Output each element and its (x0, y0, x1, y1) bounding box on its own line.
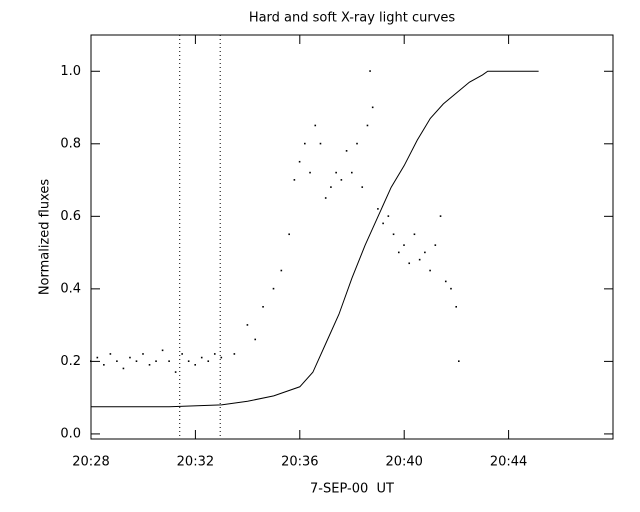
y-tick-label: 1.0 (60, 64, 81, 79)
hard-xray-dot (220, 356, 223, 359)
hard-xray-dot (96, 356, 99, 359)
hard-xray-dot (233, 353, 236, 355)
hard-xray-dot (135, 360, 138, 362)
hard-xray-dot (272, 287, 275, 290)
hard-xray-dot (161, 349, 164, 352)
hard-xray-dot (455, 305, 457, 308)
hard-xray-dot (174, 371, 177, 373)
hard-xray-dot (246, 324, 249, 326)
hard-xray-dot (345, 150, 348, 152)
hard-xray-dot (309, 171, 311, 174)
hard-xray-dot (458, 360, 460, 362)
hard-xray-dot (439, 215, 442, 217)
y-tick-label: 0.8 (60, 136, 81, 151)
hard-xray-dot (304, 142, 306, 145)
hard-xray-dot (434, 244, 437, 246)
x-tick-label: 20:28 (72, 455, 109, 470)
hard-xray-dot (254, 338, 257, 341)
hard-xray-dot (116, 360, 118, 362)
hard-xray-dot (424, 251, 426, 254)
hard-xray-dot (369, 70, 371, 72)
hard-xray-dot (340, 179, 343, 181)
hard-xray-dot (371, 106, 374, 109)
hard-xray-dot (148, 364, 151, 366)
hard-xray-dot (387, 215, 390, 217)
y-tick-label: 0.6 (60, 209, 81, 224)
hard-xray-dot (403, 244, 405, 246)
y-tick-label: 0.0 (60, 426, 81, 441)
hard-xray-dot (122, 367, 125, 370)
hard-xray-dot (392, 233, 395, 236)
hard-xray-dot (288, 233, 290, 236)
hard-xray-dot (356, 142, 358, 145)
hard-xray-dot (298, 160, 301, 163)
hard-xray-dot (319, 142, 322, 145)
hard-xray-dot (129, 356, 131, 359)
hard-xray-dot (366, 124, 369, 127)
hard-xray-dot (213, 353, 216, 355)
hard-xray-dot (207, 360, 210, 362)
hard-xray-dot (450, 287, 452, 290)
hard-xray-dot (109, 353, 112, 355)
hard-xray-dot (429, 269, 431, 272)
x-tick-label: 20:40 (385, 455, 422, 470)
hard-xray-dot (444, 280, 447, 283)
plot-frame (90, 34, 614, 440)
hard-xray-dot (293, 179, 296, 181)
hard-xray-dot (90, 360, 92, 362)
x-tick-label: 20:36 (281, 455, 318, 470)
hard-xray-dot (187, 360, 190, 362)
hard-xray-dot (280, 269, 283, 272)
hard-xray-dot (262, 305, 264, 308)
hard-xray-dot (142, 353, 144, 355)
hard-xray-dot (335, 171, 337, 174)
hard-xray-dot (397, 251, 400, 254)
hard-xray-dot (324, 197, 327, 199)
hard-xray-dot (382, 222, 384, 225)
hard-xray-dot (330, 186, 332, 188)
hard-xray-dot (361, 186, 364, 188)
soft-xray-curve (91, 70, 539, 408)
hard-xray-dot (377, 208, 379, 210)
hard-xray-dot (200, 356, 203, 359)
hard-xray-dot (168, 360, 170, 362)
hard-xray-dot (181, 353, 183, 355)
hard-xray-dot (408, 262, 411, 265)
hard-xray-dot (413, 233, 416, 236)
hard-xray-dot (155, 360, 157, 362)
hard-xray-dot (351, 171, 353, 174)
hard-xray-dot (194, 364, 196, 366)
hard-xray-dot (314, 124, 317, 127)
x-tick-label: 20:44 (490, 455, 527, 470)
x-tick-label: 20:32 (177, 455, 214, 470)
y-tick-label: 0.4 (60, 281, 81, 296)
x-axis-label: 7-SEP-00 UT (310, 482, 394, 497)
y-axis-label: Normalized fluxes (38, 179, 53, 296)
y-tick-label: 0.2 (60, 354, 81, 369)
chart-title: Hard and soft X-ray light curves (249, 11, 456, 26)
hard-xray-dot (418, 258, 421, 261)
hard-xray-dot (103, 364, 105, 366)
